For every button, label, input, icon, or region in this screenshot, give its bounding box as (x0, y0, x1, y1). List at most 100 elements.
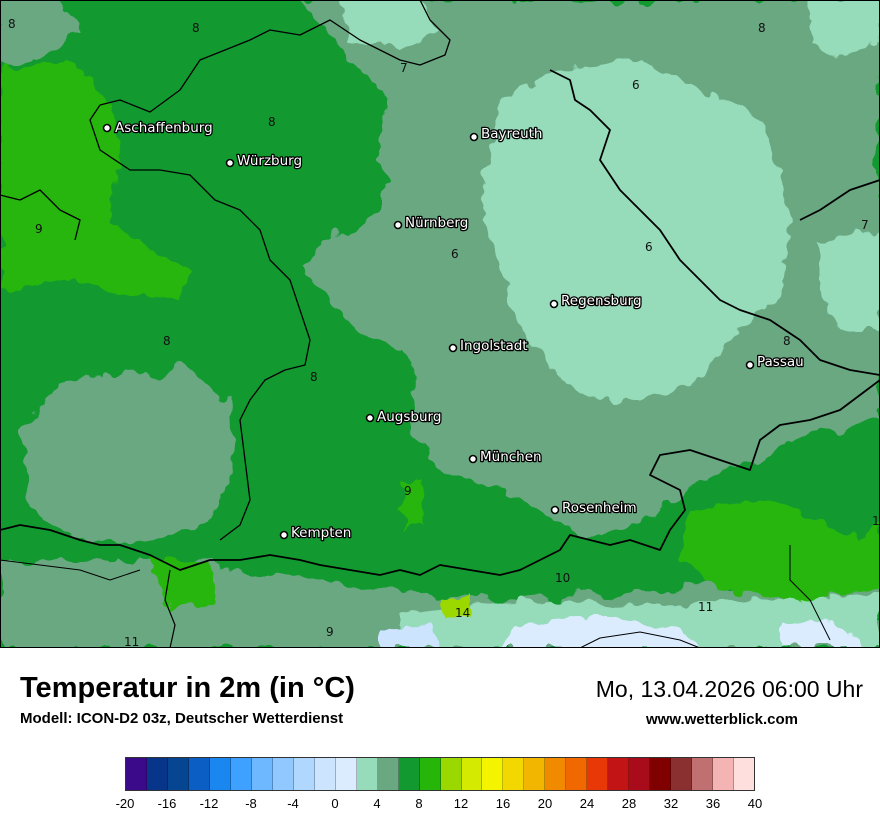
legend-color-swatch (314, 758, 336, 790)
legend-tick-label: 36 (705, 796, 721, 811)
legend-color-swatch (188, 758, 210, 790)
isotherm-label: 10 (555, 571, 570, 585)
legend-tick-label: -4 (287, 796, 299, 811)
isotherm-label: 11 (698, 600, 713, 614)
city-bayreuth[interactable]: Bayreuth (469, 125, 544, 143)
map-title: Temperatur in 2m (in °C) (20, 672, 355, 704)
city-ingolstadt[interactable]: Ingolstadt (448, 337, 529, 355)
legend-color-swatch (671, 758, 693, 790)
legend-color-swatch (126, 758, 147, 790)
city-marker (102, 123, 112, 133)
website-link[interactable]: www.wetterblick.com (646, 711, 798, 728)
legend-color-swatch (209, 758, 231, 790)
city-label: Nürnberg (405, 215, 468, 231)
temperature-legend-ticks: -20 -16 -12 -8 -4 0 4 8 12 16 20 24 28 32 36 40 (116, 796, 763, 816)
legend-color-swatch (461, 758, 483, 790)
legend-color-swatch (650, 758, 672, 790)
city-passau[interactable]: Passau (745, 353, 805, 371)
isotherm-label: 8 (192, 21, 200, 35)
legend-color-swatch (482, 758, 504, 790)
legend-tick-label: 4 (373, 796, 381, 811)
legend-tick-label: -12 (199, 796, 219, 811)
legend-tick-label: 16 (495, 796, 511, 811)
legend-color-swatch (524, 758, 546, 790)
isotherm-label: 1 (872, 514, 880, 528)
borders (0, 0, 880, 648)
legend-tick-label: 28 (621, 796, 637, 811)
legend-color-swatch (734, 758, 755, 790)
cities: Aschaffenburg Würzburg Bayreuth Nürnberg… (102, 119, 805, 542)
isotherm-label: 6 (632, 78, 640, 92)
city-marker (549, 299, 559, 309)
isotherm-label: 8 (8, 17, 16, 31)
legend-tick-label: -20 (115, 796, 135, 811)
city-marker (225, 158, 235, 168)
isotherm-label: 9 (35, 222, 43, 236)
legend-color-swatch (608, 758, 630, 790)
isotherm-label: 9 (326, 625, 334, 639)
model-info: Modell: ICON-D2 03z, Deutscher Wetterdie… (20, 710, 344, 727)
city-aschaffenburg[interactable]: Aschaffenburg (102, 119, 214, 137)
temperature-legend-colorbar (125, 757, 755, 791)
legend-tick-label: 20 (537, 796, 553, 811)
legend-color-swatch (377, 758, 399, 790)
legend-color-swatch (230, 758, 252, 790)
legend-tick-label: 24 (579, 796, 595, 811)
city-marker (448, 343, 458, 353)
city-label: Kempten (291, 525, 351, 541)
legend-tick-label: -8 (245, 796, 257, 811)
legend-color-swatch (272, 758, 294, 790)
isotherm-label: 9 (404, 484, 412, 498)
valid-datetime: Mo, 13.04.2026 06:00 Uhr (595, 676, 863, 702)
city-label: Bayreuth (481, 126, 543, 142)
city-muenchen[interactable]: München (468, 448, 543, 466)
city-nuernberg[interactable]: Nürnberg (393, 214, 470, 232)
legend-color-swatch (692, 758, 714, 790)
city-augsburg[interactable]: Augsburg (365, 408, 443, 426)
legend-color-swatch (146, 758, 168, 790)
isotherm-label: 11 (124, 635, 139, 648)
legend-color-swatch (167, 758, 189, 790)
city-label: München (480, 449, 542, 465)
isotherm-label: 6 (645, 240, 653, 254)
legend-color-swatch (398, 758, 420, 790)
legend-tick-label: 32 (663, 796, 679, 811)
map-footer: Temperatur in 2m (in °C) Modell: ICON-D2… (0, 648, 880, 830)
city-kempten[interactable]: Kempten (279, 524, 353, 542)
city-rosenheim[interactable]: Rosenheim (550, 499, 638, 517)
city-wuerzburg[interactable]: Würzburg (225, 152, 303, 170)
isotherm-label: 6 (451, 247, 459, 261)
city-label: Aschaffenburg (115, 120, 213, 136)
legend-tick-label: -16 (157, 796, 177, 811)
isotherm-label: 7 (861, 218, 869, 232)
legend-color-swatch (713, 758, 735, 790)
isotherm-label: 8 (783, 334, 791, 348)
isotherm-labels: 8 8 7 8 6 8 9 6 7 6 8 8 8 9 10 14 11 11 … (8, 17, 880, 648)
isotherm-label: 8 (310, 370, 318, 384)
legend-color-swatch (629, 758, 651, 790)
temp-zone-cold (340, 0, 880, 648)
legend-color-swatch (335, 758, 357, 790)
legend-color-swatch (251, 758, 273, 790)
isotherm-label: 14 (455, 606, 470, 620)
legend-color-swatch (419, 758, 441, 790)
city-marker (550, 505, 560, 515)
legend-color-swatch (356, 758, 378, 790)
city-marker (468, 454, 478, 464)
city-label: Regensburg (561, 293, 642, 309)
temp-zone-warm (0, 60, 880, 620)
city-regensburg[interactable]: Regensburg (549, 292, 643, 310)
legend-tick-label: 8 (415, 796, 423, 811)
isotherm-label: 7 (400, 61, 408, 75)
city-marker (279, 530, 289, 540)
city-label: Würzburg (237, 153, 302, 169)
isotherm-label: 8 (268, 115, 276, 129)
legend-tick-label: 0 (331, 796, 339, 811)
legend-color-swatch (440, 758, 462, 790)
isotherm-label: 8 (758, 21, 766, 35)
legend-color-swatch (587, 758, 609, 790)
legend-color-swatch (503, 758, 525, 790)
temp-zone-alpine (380, 615, 860, 648)
city-label: Augsburg (377, 409, 441, 425)
temperature-map: 8 8 7 8 6 8 9 6 7 6 8 8 8 9 10 14 11 11 … (0, 0, 880, 648)
